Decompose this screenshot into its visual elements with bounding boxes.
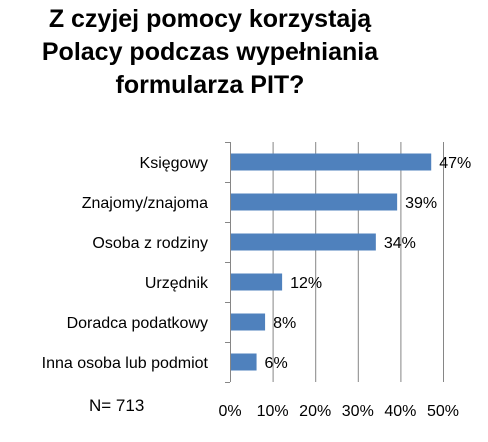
chart-title-line-1: Z czyjej pomocy korzystają (48, 5, 372, 33)
bar-1 (231, 193, 398, 211)
bar-4 (231, 313, 266, 331)
chart-title: Z czyjej pomocy korzystają Polacy podcza… (0, 0, 420, 102)
x-tick-label-3: 30% (342, 403, 374, 420)
category-label-4: Doradca podatkowy (67, 315, 208, 332)
x-tick-label-1: 10% (257, 403, 289, 420)
category-label-5: Inna osoba lub podmiot (42, 355, 209, 372)
value-label-5: 6% (265, 355, 288, 372)
chart-title-line-2: Polacy podczas wypełniania (41, 38, 379, 66)
value-label-1: 39% (405, 195, 437, 212)
x-tick-label-2: 20% (299, 403, 331, 420)
value-label-2: 34% (384, 235, 416, 252)
x-tick-label-0: 0% (218, 403, 241, 420)
sample-size-note: N= 713 (89, 396, 145, 415)
bar-5 (231, 353, 257, 371)
bar-3 (231, 273, 283, 291)
value-label-3: 12% (290, 275, 322, 292)
chart-title-line-3: formularza PIT? (115, 71, 305, 99)
bar-2 (231, 233, 376, 251)
x-tick-label-5: 50% (427, 403, 459, 420)
category-label-2: Osoba z rodziny (92, 235, 208, 252)
x-tick-label-4: 40% (384, 403, 416, 420)
category-label-3: Urzędnik (145, 275, 209, 292)
category-label-1: Znajomy/znajoma (82, 195, 208, 212)
category-label-0: Księgowy (140, 155, 208, 172)
bar-0 (231, 153, 432, 171)
value-label-0: 47% (439, 155, 471, 172)
value-label-4: 8% (273, 315, 296, 332)
